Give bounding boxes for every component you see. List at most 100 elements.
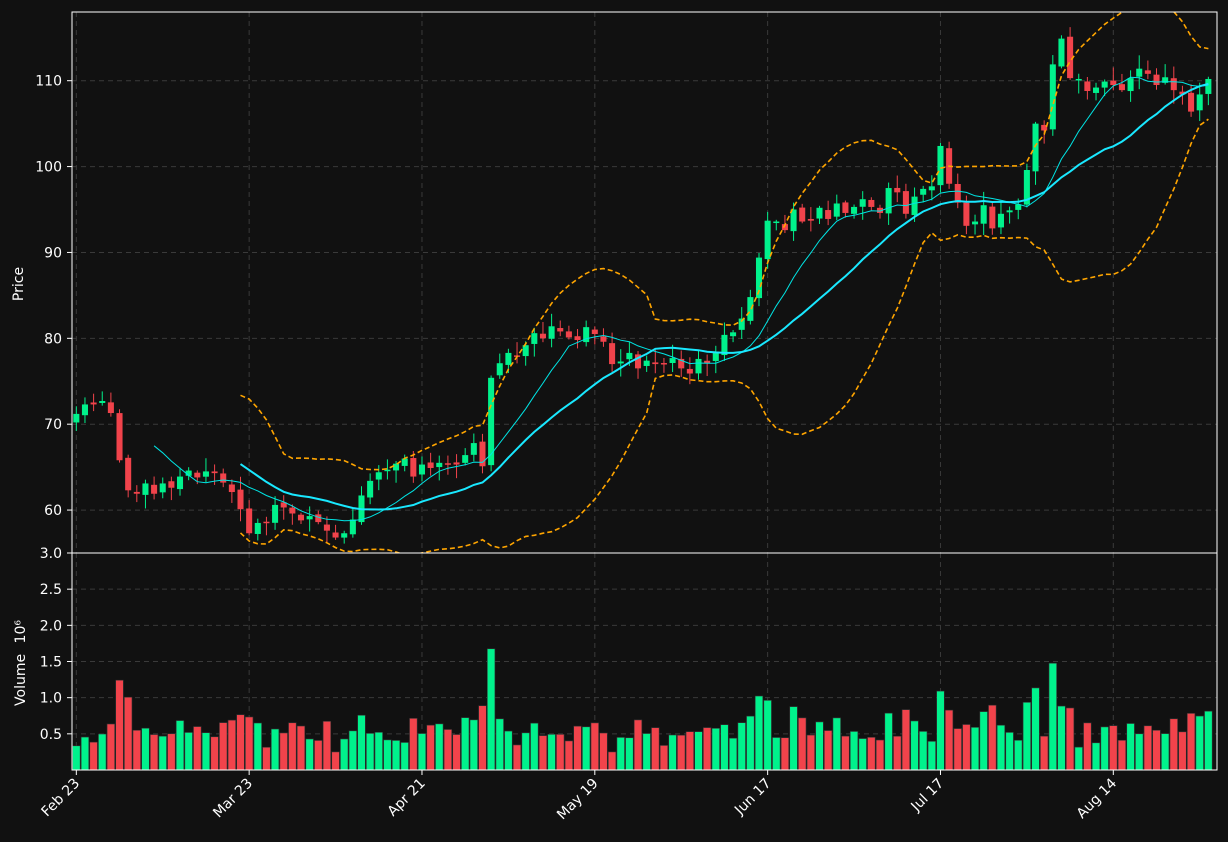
candle-body bbox=[1196, 94, 1203, 111]
volume-bar bbox=[875, 739, 885, 770]
candle-body bbox=[876, 207, 884, 213]
volume-bar bbox=[409, 718, 418, 770]
candle-body bbox=[237, 489, 244, 510]
volume-bar bbox=[1065, 707, 1075, 770]
candle-body bbox=[436, 462, 443, 468]
volume-bar bbox=[772, 737, 781, 770]
candle-body bbox=[704, 360, 711, 364]
volume-bar bbox=[780, 737, 790, 770]
volume-bar bbox=[504, 730, 513, 770]
price-gridlines bbox=[72, 12, 1217, 553]
volume-bar bbox=[685, 731, 694, 770]
volume-bar bbox=[893, 735, 902, 770]
volume-bar bbox=[642, 733, 651, 770]
candle-body bbox=[617, 361, 624, 364]
volume-bar bbox=[1178, 731, 1187, 770]
volume-bar bbox=[305, 738, 314, 770]
candle-body bbox=[332, 532, 339, 538]
price-tick-label: 70 bbox=[44, 417, 62, 433]
volume-bar bbox=[478, 705, 487, 770]
volume-bar bbox=[1100, 726, 1109, 770]
price-tick-label: 90 bbox=[44, 245, 62, 261]
candle-body bbox=[168, 481, 175, 488]
volume-bar bbox=[296, 725, 306, 770]
candle-body bbox=[479, 441, 486, 467]
candle-body bbox=[375, 472, 382, 480]
volume-bar bbox=[582, 726, 591, 770]
candle-body bbox=[1084, 81, 1091, 92]
candle-body bbox=[825, 210, 832, 219]
candle-body bbox=[574, 336, 581, 341]
candle-body bbox=[142, 483, 149, 495]
candle-body bbox=[159, 483, 166, 493]
candle-body bbox=[980, 205, 987, 224]
candle-body bbox=[816, 207, 823, 219]
volume-bar bbox=[322, 721, 332, 770]
price-panel bbox=[73, 12, 1212, 553]
volume-bar bbox=[193, 726, 202, 770]
volume-bar bbox=[1195, 715, 1204, 770]
candle-body bbox=[272, 504, 279, 523]
candle-body bbox=[626, 352, 633, 360]
volume-bar bbox=[89, 741, 98, 770]
candle-body bbox=[790, 209, 797, 232]
candle-body bbox=[954, 184, 961, 203]
candle-body bbox=[246, 508, 253, 534]
volume-bar bbox=[556, 734, 565, 770]
candle-body bbox=[194, 472, 201, 478]
volume-bar bbox=[590, 722, 599, 770]
candle-body bbox=[202, 471, 209, 477]
volume-bar bbox=[331, 751, 340, 770]
volume-bar bbox=[1014, 739, 1023, 770]
volume-bar bbox=[98, 733, 107, 770]
volume-bar bbox=[798, 717, 807, 770]
volume-bar bbox=[962, 724, 971, 770]
volume-bar bbox=[1057, 705, 1066, 770]
price-tick-label: 100 bbox=[35, 160, 62, 176]
volume-tick-label: 1.5 bbox=[40, 655, 62, 671]
candle-body bbox=[73, 413, 80, 423]
candle-body bbox=[1179, 91, 1186, 95]
slow-moving-average-line bbox=[239, 82, 1209, 511]
volume-bar bbox=[944, 709, 954, 770]
candle-body bbox=[1032, 123, 1039, 172]
volume-bar bbox=[288, 722, 297, 770]
candle-body bbox=[937, 145, 944, 186]
candle-body bbox=[289, 507, 296, 514]
candle-body bbox=[997, 213, 1004, 228]
candle-body bbox=[280, 502, 287, 508]
volume-bar bbox=[633, 719, 643, 770]
candle-body bbox=[211, 471, 218, 474]
bollinger-upper-line bbox=[240, 12, 1209, 471]
volume-bar bbox=[668, 734, 677, 770]
candle-body bbox=[600, 336, 607, 342]
candle-body bbox=[323, 524, 330, 531]
candle-body bbox=[643, 360, 650, 366]
candle-body bbox=[341, 533, 348, 538]
candle-body bbox=[505, 352, 512, 365]
volume-bar bbox=[495, 718, 504, 770]
volume-bar bbox=[124, 696, 133, 770]
volume-bar bbox=[1186, 713, 1196, 770]
volume-bar bbox=[340, 738, 349, 770]
volume-bar bbox=[426, 724, 435, 770]
volume-bar bbox=[694, 731, 703, 770]
candle-body bbox=[963, 202, 970, 226]
volume-bar bbox=[219, 722, 228, 770]
volume-bar bbox=[703, 727, 712, 770]
candle-body bbox=[669, 358, 676, 364]
candle-body bbox=[81, 404, 88, 416]
volume-bar bbox=[72, 745, 81, 770]
candle-body bbox=[1136, 68, 1143, 77]
candle-body bbox=[1188, 92, 1195, 112]
volume-bar bbox=[789, 706, 798, 770]
volume-bar bbox=[452, 734, 461, 770]
volume-bar bbox=[132, 729, 141, 770]
candle-body bbox=[133, 491, 140, 494]
volume-bar bbox=[599, 732, 608, 770]
volume-bar bbox=[547, 734, 556, 770]
candle-body bbox=[609, 343, 616, 365]
candle-body bbox=[539, 333, 546, 339]
volume-bar bbox=[1109, 725, 1118, 770]
volume-bar bbox=[262, 746, 271, 770]
